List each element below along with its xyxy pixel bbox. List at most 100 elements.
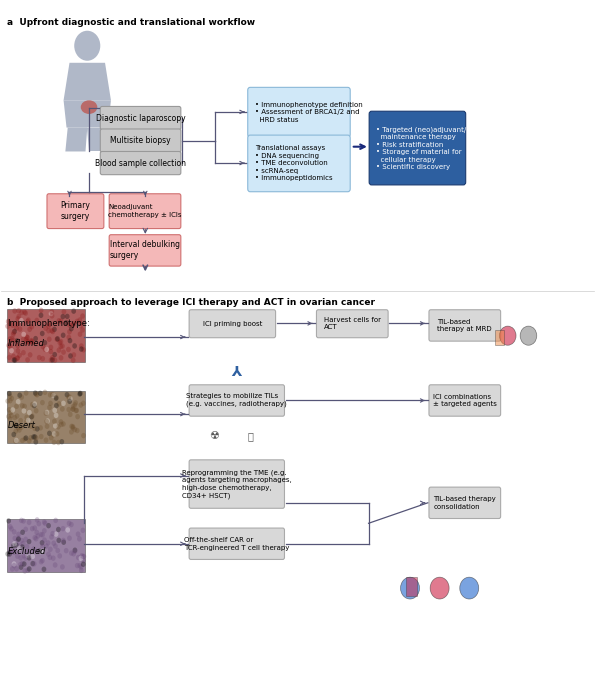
Circle shape [22,561,27,566]
Circle shape [50,313,54,319]
Circle shape [30,414,35,419]
Circle shape [35,318,39,323]
Circle shape [61,314,65,319]
Circle shape [30,338,35,344]
Circle shape [67,407,71,412]
Circle shape [67,322,72,327]
Circle shape [77,391,82,397]
Circle shape [26,418,30,423]
Circle shape [34,408,39,414]
Circle shape [49,435,54,440]
Circle shape [42,519,46,525]
Circle shape [19,518,24,523]
Text: Reprogramming the TME (e.g.
agents targeting macrophages,
high-dose chemotherapy: Reprogramming the TME (e.g. agents targe… [182,469,292,499]
FancyBboxPatch shape [101,106,181,129]
Circle shape [6,414,11,419]
Circle shape [29,423,34,429]
Circle shape [27,539,32,545]
Circle shape [15,343,20,349]
Circle shape [46,323,51,329]
Circle shape [14,325,19,331]
Circle shape [38,390,43,396]
Circle shape [38,425,43,431]
Circle shape [55,431,60,436]
Circle shape [61,526,65,532]
Text: Strategies to mobilize TILs
(e.g. vaccines, radiotherapy): Strategies to mobilize TILs (e.g. vaccin… [186,393,287,408]
Circle shape [81,401,86,406]
Circle shape [23,536,28,542]
Text: Primary
surgery: Primary surgery [61,201,90,221]
Circle shape [45,418,50,423]
Circle shape [73,402,77,408]
Circle shape [68,338,73,343]
Circle shape [51,556,55,561]
Circle shape [52,440,57,445]
Circle shape [32,525,37,531]
Circle shape [12,563,17,569]
Circle shape [54,395,59,400]
Circle shape [12,358,17,363]
Circle shape [38,549,43,554]
Circle shape [72,343,77,349]
Circle shape [21,332,26,337]
Circle shape [58,319,63,324]
FancyBboxPatch shape [248,135,350,192]
Circle shape [32,425,37,431]
Text: Multisite biopsy: Multisite biopsy [110,136,171,145]
Circle shape [67,329,72,334]
Circle shape [68,353,73,359]
Circle shape [11,432,16,437]
FancyBboxPatch shape [47,194,104,229]
Circle shape [44,419,49,424]
Circle shape [25,339,30,345]
Circle shape [9,548,14,553]
FancyBboxPatch shape [248,88,350,137]
Circle shape [74,408,79,413]
Circle shape [29,435,33,440]
Circle shape [69,522,74,527]
Circle shape [18,555,23,560]
Circle shape [20,530,25,535]
Circle shape [54,395,58,401]
Circle shape [11,330,16,336]
Circle shape [12,415,17,421]
Circle shape [11,337,16,342]
Circle shape [51,540,56,546]
Circle shape [43,521,48,526]
FancyBboxPatch shape [317,310,388,338]
Circle shape [39,312,43,318]
Circle shape [71,352,76,358]
Circle shape [77,317,82,323]
Text: Interval debulking
surgery: Interval debulking surgery [110,240,180,260]
Text: Diagnostic laparoscopy: Diagnostic laparoscopy [96,114,186,123]
Circle shape [20,545,25,550]
FancyBboxPatch shape [189,528,284,560]
Circle shape [51,531,55,536]
Circle shape [520,326,537,345]
Circle shape [17,543,22,548]
Circle shape [23,310,28,316]
Circle shape [57,401,61,406]
Circle shape [49,311,54,316]
FancyBboxPatch shape [406,577,416,595]
Circle shape [58,344,63,349]
Circle shape [30,324,34,329]
Circle shape [12,308,17,314]
Circle shape [33,535,37,540]
Circle shape [77,563,82,569]
Circle shape [12,541,17,547]
Circle shape [70,323,75,328]
Circle shape [58,339,63,345]
Circle shape [32,401,37,407]
Circle shape [34,391,39,397]
Circle shape [57,318,61,323]
Circle shape [71,406,76,412]
Circle shape [42,528,46,534]
Circle shape [52,419,57,424]
Circle shape [43,410,48,416]
Circle shape [14,403,19,409]
Circle shape [16,532,21,537]
Circle shape [11,543,15,549]
Circle shape [15,413,20,419]
Circle shape [75,319,80,324]
